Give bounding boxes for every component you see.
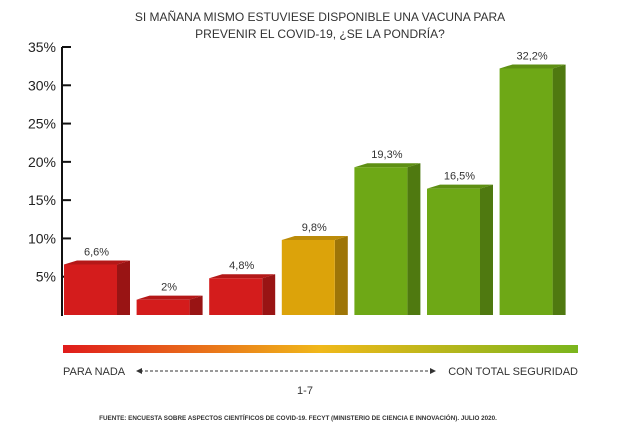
bar-top	[427, 184, 493, 189]
scale-right-label: CON TOTAL SEGURIDAD	[448, 366, 578, 378]
bar-2: 2%	[136, 282, 203, 315]
bar-5: 19,3%	[354, 149, 421, 315]
y-tick-label: 30%	[28, 77, 56, 93]
data-label: 9,8%	[302, 222, 327, 234]
source-note: FUENTE: ENCUESTA SOBRE ASPECTOS CIENTÍFI…	[99, 413, 497, 422]
bar-top	[281, 235, 348, 240]
bar-top	[499, 64, 566, 69]
chart-title-line-1: SI MAÑANA MISMO ESTUVIESE DISPONIBLE UNA…	[135, 10, 505, 24]
data-label: 32,2%	[516, 50, 547, 62]
scale-left-label: PARA NADA	[63, 366, 126, 378]
y-axis: 5% 10% 15% 20% 25% 30% 35%	[28, 39, 71, 285]
bar-front	[281, 239, 335, 315]
data-label: 2%	[161, 282, 177, 294]
bar-top	[209, 274, 276, 279]
y-tick-label: 20%	[28, 154, 56, 170]
bar-front	[136, 299, 190, 315]
y-tick-label: 5%	[36, 269, 56, 285]
data-label: 4,8%	[229, 260, 254, 272]
bar-front	[427, 188, 480, 315]
data-label: 6,6%	[84, 246, 109, 258]
bar-7: 32,2%	[499, 50, 566, 315]
data-label: 16,5%	[444, 171, 475, 183]
bar-front	[499, 68, 553, 315]
bar-top	[136, 295, 203, 300]
y-tick-label: 15%	[28, 192, 56, 208]
bar-front	[209, 278, 263, 315]
data-label: 19,3%	[371, 149, 402, 161]
bar-side	[262, 274, 276, 315]
bar-side	[407, 163, 421, 315]
scale-range-label: 1-7	[297, 385, 313, 397]
bar-top	[64, 260, 130, 265]
bar-front	[64, 264, 117, 315]
y-tick-label: 35%	[28, 39, 56, 55]
bar-side	[552, 64, 566, 315]
bar-side	[334, 235, 348, 315]
arrow-right-icon	[430, 368, 436, 374]
bar-6: 16,5%	[427, 171, 493, 315]
bar-1: 6,6%	[64, 246, 130, 315]
bar-side	[117, 260, 130, 315]
scale-gradient-bar	[63, 345, 578, 353]
y-tick-label: 10%	[28, 230, 56, 246]
bars: 6,6% 2% 4,8% 9,8% 19,3% 16,5% 32,2%	[64, 50, 566, 315]
arrow-left-icon	[136, 368, 142, 374]
y-tick-label: 25%	[28, 116, 56, 132]
bar-3: 4,8%	[209, 260, 276, 315]
chart-title-line-2: PREVENIR EL COVID-19, ¿SE LA PONDRÍA?	[195, 26, 445, 41]
bar-side	[189, 295, 203, 315]
bar-side	[480, 184, 493, 315]
bar-top	[354, 163, 421, 168]
bar-4: 9,8%	[281, 222, 348, 315]
bar-front	[354, 167, 408, 315]
